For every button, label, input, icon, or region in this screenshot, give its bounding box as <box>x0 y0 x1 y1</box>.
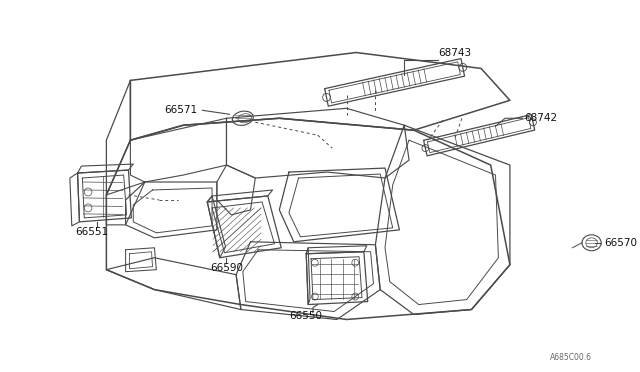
Text: 66570: 66570 <box>604 238 637 248</box>
Text: A685C00.6: A685C00.6 <box>550 353 591 362</box>
Text: 66551: 66551 <box>76 227 109 237</box>
Text: 68742: 68742 <box>524 113 557 123</box>
Text: 68743: 68743 <box>438 48 471 58</box>
Text: 66550: 66550 <box>289 311 322 321</box>
Text: 66590: 66590 <box>210 263 243 273</box>
Text: 66571: 66571 <box>164 105 197 115</box>
